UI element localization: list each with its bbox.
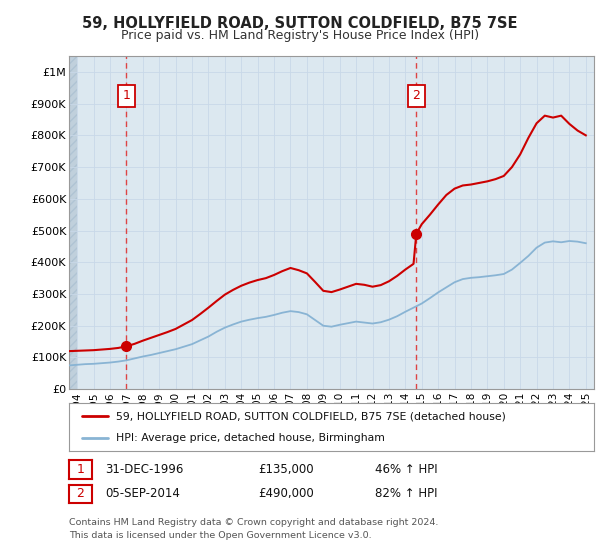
- Text: 59, HOLLYFIELD ROAD, SUTTON COLDFIELD, B75 7SE: 59, HOLLYFIELD ROAD, SUTTON COLDFIELD, B…: [82, 16, 518, 31]
- Text: This data is licensed under the Open Government Licence v3.0.: This data is licensed under the Open Gov…: [69, 531, 371, 540]
- Text: £490,000: £490,000: [258, 487, 314, 501]
- Bar: [69, 56, 77, 389]
- Text: 59, HOLLYFIELD ROAD, SUTTON COLDFIELD, B75 7SE (detached house): 59, HOLLYFIELD ROAD, SUTTON COLDFIELD, B…: [116, 411, 506, 421]
- Text: 31-DEC-1996: 31-DEC-1996: [105, 463, 184, 476]
- Text: 46% ↑ HPI: 46% ↑ HPI: [375, 463, 437, 476]
- Text: 1: 1: [76, 463, 85, 476]
- Text: £135,000: £135,000: [258, 463, 314, 476]
- Text: Contains HM Land Registry data © Crown copyright and database right 2024.: Contains HM Land Registry data © Crown c…: [69, 518, 439, 527]
- Text: 2: 2: [412, 90, 420, 102]
- Text: 2: 2: [76, 487, 85, 501]
- Text: 82% ↑ HPI: 82% ↑ HPI: [375, 487, 437, 501]
- Text: 05-SEP-2014: 05-SEP-2014: [105, 487, 180, 501]
- Text: HPI: Average price, detached house, Birmingham: HPI: Average price, detached house, Birm…: [116, 433, 385, 443]
- Text: Price paid vs. HM Land Registry's House Price Index (HPI): Price paid vs. HM Land Registry's House …: [121, 29, 479, 42]
- Text: 1: 1: [122, 90, 130, 102]
